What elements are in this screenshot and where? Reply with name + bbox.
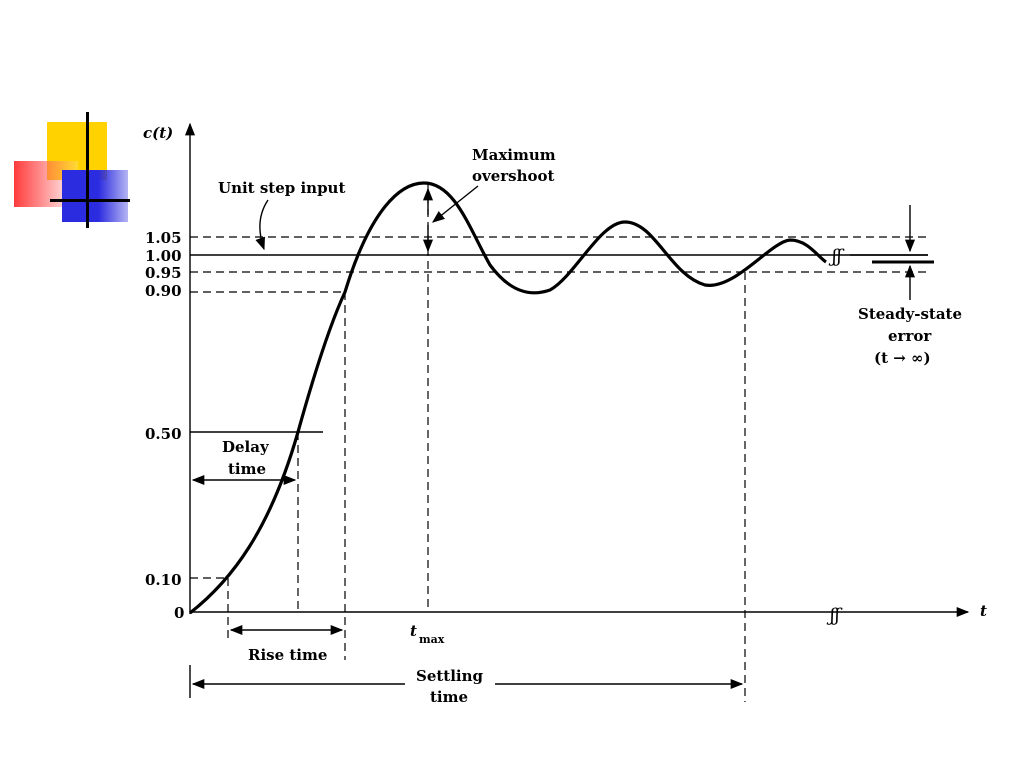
max-overshoot-label-1: Maximum (472, 146, 556, 164)
tick-0-95: 0.95 (145, 264, 182, 282)
tick-0-50: 0.50 (145, 425, 182, 443)
blue-square (62, 170, 128, 222)
axis-break-mark: ʃʃ (826, 605, 843, 626)
t-max-label: t (410, 622, 417, 640)
unit-step-label: Unit step input (218, 179, 345, 197)
settling-time-label-1: Settling (416, 667, 484, 685)
tick-0-90: 0.90 (145, 282, 182, 300)
response-curve (189, 181, 827, 615)
unit-step-arrow (255, 199, 269, 251)
sse-label-2: error (888, 327, 932, 345)
tick-1-05: 1.05 (145, 229, 182, 247)
slide-decoration (0, 0, 140, 240)
sse-label-1: Steady-state (858, 305, 962, 323)
settling-label-bg (405, 664, 495, 704)
tick-0: 0 (174, 604, 184, 622)
delay-time-label-1: Delay (222, 438, 270, 456)
y-axis-name: c(t) (143, 124, 173, 142)
tick-0-10: 0.10 (145, 571, 182, 589)
max-overshoot-label-2: overshoot (472, 167, 555, 185)
deco-horizontal-line (50, 199, 130, 202)
delay-time-label-2: time (228, 460, 266, 478)
rise-time-label: Rise time (248, 646, 327, 664)
curve-break-mark: ʃʃ (828, 246, 845, 267)
settling-time-label-2: time (430, 688, 468, 706)
t-max-subscript: max (419, 633, 445, 646)
max-overshoot-arrow (432, 185, 479, 223)
sse-label-3: (t → ∞) (874, 349, 931, 367)
x-axis-name: t (980, 602, 987, 620)
deco-vertical-line (86, 112, 89, 228)
tick-1-00: 1.00 (145, 247, 182, 265)
